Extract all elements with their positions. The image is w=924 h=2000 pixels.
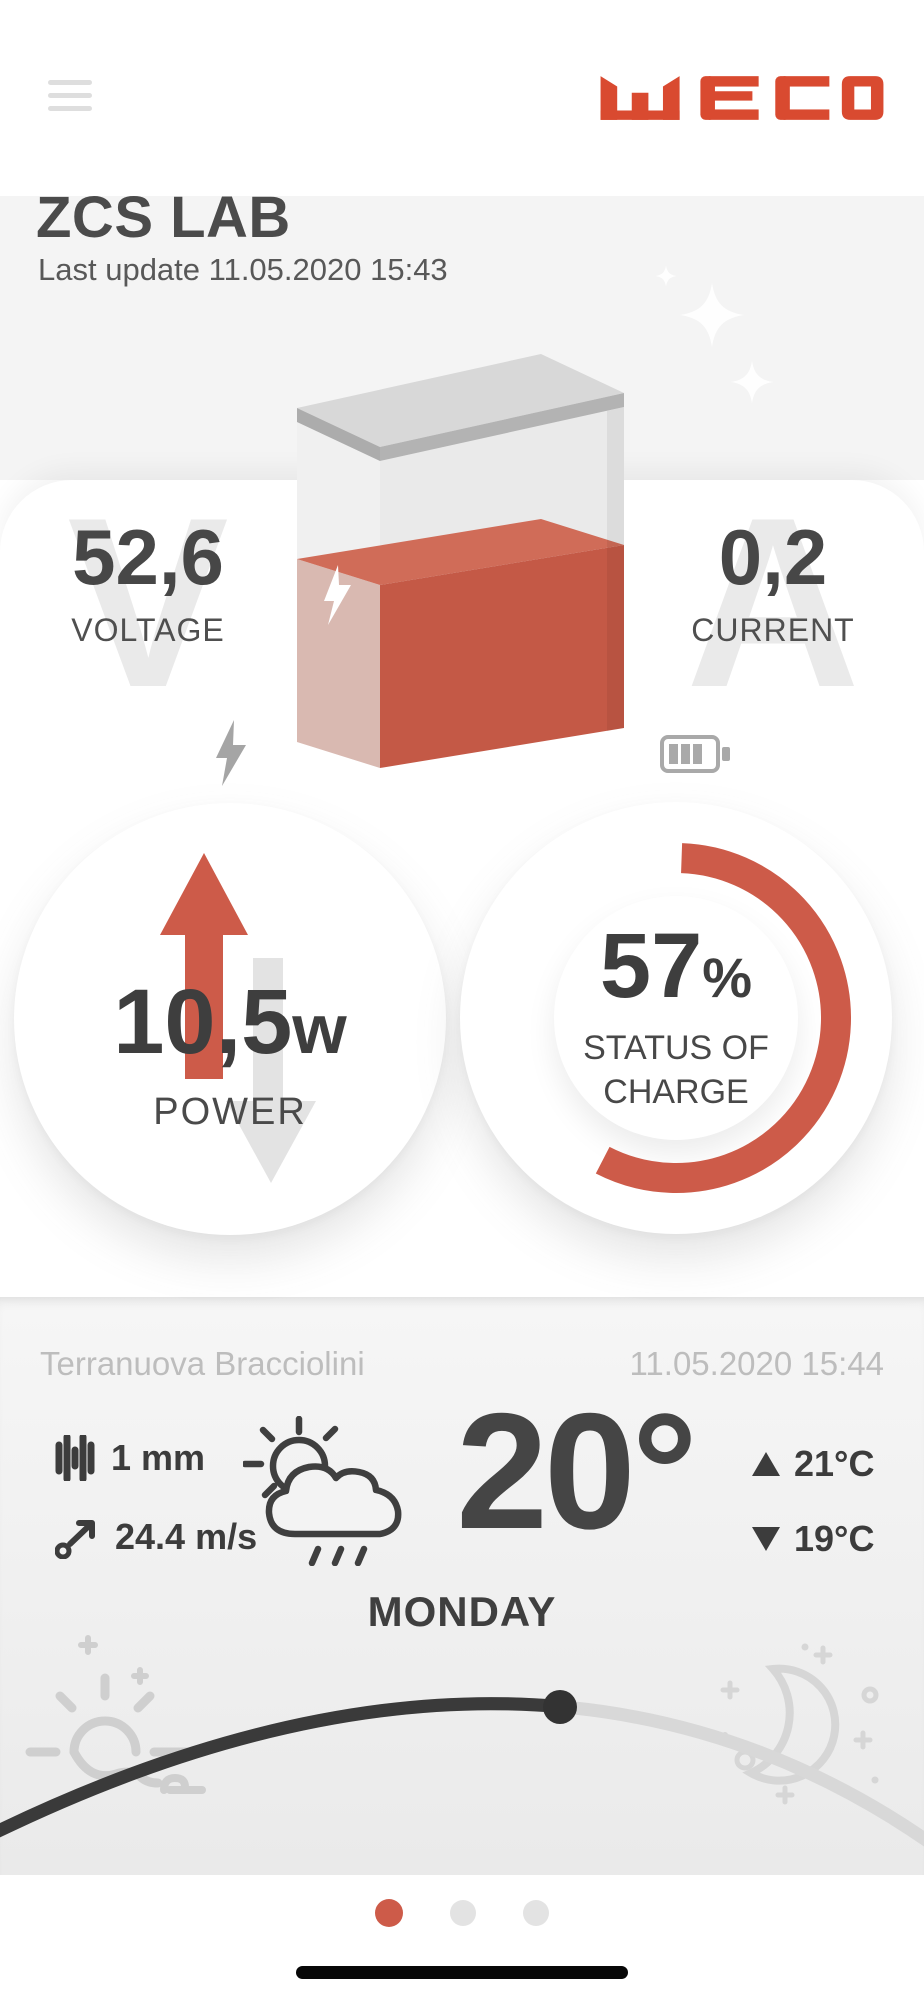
battery-3d-illustration	[297, 354, 624, 768]
power-unit: w	[292, 990, 347, 1068]
sun-position-dot	[543, 1690, 577, 1724]
soc-text: 57% STATUS OF CHARGE	[460, 920, 892, 1114]
voltage-watermark: V	[67, 468, 229, 738]
sun-path	[0, 1635, 924, 1847]
temperature-value: 20°	[456, 1379, 698, 1563]
moon-icon	[720, 1643, 879, 1805]
down-arrow-icon	[226, 958, 316, 1183]
battery-level-icon	[660, 735, 730, 773]
page-dot-2[interactable]	[450, 1900, 476, 1926]
wind-stat: 24.4 m/s	[55, 1515, 257, 1559]
voltage-value: 52,6	[72, 513, 224, 601]
page-dot-3[interactable]	[523, 1900, 549, 1926]
voltage-metric: V 52,6 VOLTAGE	[23, 482, 273, 724]
weco-logo	[600, 76, 884, 120]
power-label: POWER	[153, 1091, 307, 1133]
high-temp-icon	[752, 1452, 780, 1476]
current-watermark: A	[685, 468, 861, 738]
high-temp: 21°C	[752, 1443, 874, 1485]
current-value: 0,2	[718, 513, 828, 601]
home-indicator[interactable]	[296, 1966, 628, 1979]
top-bar	[0, 0, 924, 196]
power-circle: 10,5w POWER	[14, 803, 446, 1235]
soc-inner-disc	[554, 896, 798, 1140]
current-metric: A 0,2 CURRENT	[648, 482, 898, 724]
weather-day: MONDAY	[367, 1588, 557, 1635]
weather-condition-icon	[243, 1416, 402, 1566]
weather-location: Terranuova Bracciolini	[40, 1345, 365, 1382]
soc-label-line1: STATUS OF	[583, 1029, 769, 1067]
precipitation-value: 1 mm	[111, 1437, 206, 1478]
soc-progress-arc	[501, 842, 851, 1193]
soc-value: 57%	[599, 915, 753, 1017]
soc-unit: %	[702, 946, 753, 1009]
wind-value: 24.4 m/s	[115, 1516, 258, 1557]
up-arrow-icon	[160, 853, 248, 1079]
low-temp: 19°C	[752, 1518, 874, 1560]
precipitation-icon	[55, 1435, 95, 1481]
voltage-label: VOLTAGE	[71, 612, 225, 648]
low-temp-value: 19°C	[794, 1518, 875, 1559]
pagination	[0, 1899, 924, 1927]
flash-icon	[216, 720, 246, 786]
weather-datetime: 11.05.2020 15:44	[629, 1345, 884, 1382]
wind-icon	[55, 1520, 95, 1559]
soc-circle: 57% STATUS OF CHARGE	[460, 802, 892, 1234]
soc-label-line2: CHARGE	[603, 1073, 749, 1112]
page-dot-1[interactable]	[375, 1899, 403, 1927]
current-label: CURRENT	[691, 612, 855, 648]
last-update-text: Last update 11.05.2020 15:43	[38, 252, 448, 287]
power-value: 10,5w	[113, 971, 347, 1073]
low-temp-icon	[752, 1527, 780, 1551]
hamburger-menu-icon[interactable]	[48, 80, 92, 111]
sparkle-icon	[655, 265, 774, 404]
weather-section: Terranuova Bracciolini 11.05.2020 15:44 …	[0, 1297, 924, 1875]
sunrise-icon	[25, 1635, 206, 1794]
lightning-bolt-icon	[324, 565, 351, 625]
precipitation-stat: 1 mm	[55, 1435, 205, 1481]
high-temp-value: 21°C	[794, 1443, 875, 1484]
